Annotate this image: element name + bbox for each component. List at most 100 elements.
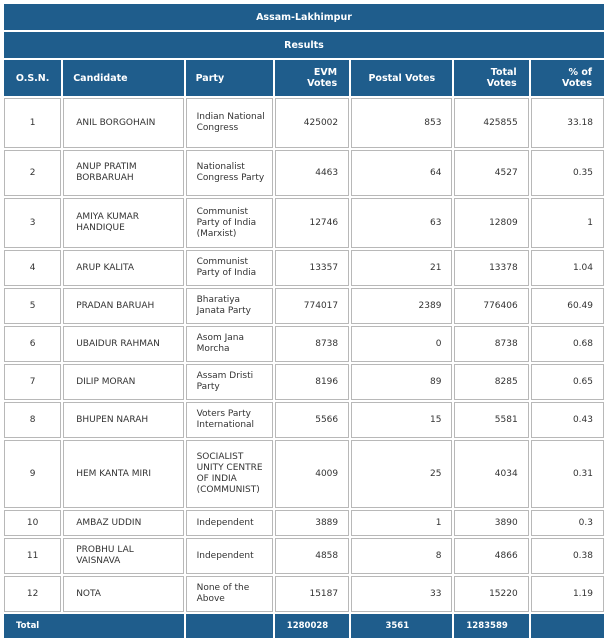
totals-total: 1283589 — [454, 614, 529, 638]
totals-postal: 3561 — [351, 614, 453, 638]
postal-votes-cell: 25 — [351, 440, 453, 508]
table-row: 11 PROBHU LAL VAISNAVA Independent 4858 8 486… — [4, 538, 604, 574]
total-votes-cell: 3890 — [454, 510, 529, 536]
party-cell: Communist Party of India (Marxist) — [185, 198, 273, 248]
osn-cell: 10 — [4, 510, 62, 536]
pct-votes-cell: 0.68 — [530, 326, 604, 362]
candidate-cell: AMBAZ UDDIN — [63, 510, 184, 536]
total-votes-cell: 8738 — [454, 326, 529, 362]
header-party: Party — [185, 60, 273, 96]
party-cell: Assam Dristi Party — [185, 364, 273, 400]
postal-votes-cell: 21 — [351, 250, 453, 286]
osn-cell: 8 — [4, 402, 62, 438]
evm-votes-cell: 4858 — [274, 538, 350, 574]
postal-votes-cell: 853 — [351, 98, 453, 148]
party-cell: Communist Party of India — [185, 250, 273, 286]
party-cell: Independent — [185, 538, 273, 574]
pct-votes-cell: 1.19 — [530, 576, 604, 612]
pct-votes-cell: 0.38 — [530, 538, 604, 574]
total-votes-cell: 13378 — [454, 250, 529, 286]
osn-cell: 6 — [4, 326, 62, 362]
totals-evm: 1280028 — [274, 614, 350, 638]
title-row: Assam-Lakhimpur — [4, 4, 604, 30]
pct-votes-cell: 1.04 — [530, 250, 604, 286]
evm-votes-cell: 774017 — [274, 288, 350, 324]
total-votes-cell: 776406 — [454, 288, 529, 324]
evm-votes-cell: 4463 — [274, 150, 350, 196]
table-row: 4 ARUP KALITA Communist Party of India 1335… — [4, 250, 604, 286]
pct-votes-cell: 0.65 — [530, 364, 604, 400]
postal-votes-cell: 64 — [351, 150, 453, 196]
table-row: 6 UBAIDUR RAHMAN Asom Jana Morcha 8738 0 8738… — [4, 326, 604, 362]
pct-votes-cell: 0.31 — [530, 440, 604, 508]
table-title: Assam-Lakhimpur — [4, 4, 604, 30]
table-row: 8 BHUPEN NARAH Voters Party International 5… — [4, 402, 604, 438]
pct-votes-cell: 0.35 — [530, 150, 604, 196]
table-row: 3 AMIYA KUMAR HANDIQUE Communist Party of … — [4, 198, 604, 248]
evm-votes-cell: 5566 — [274, 402, 350, 438]
total-votes-cell: 5581 — [454, 402, 529, 438]
evm-votes-cell: 12746 — [274, 198, 350, 248]
osn-cell: 2 — [4, 150, 62, 196]
postal-votes-cell: 1 — [351, 510, 453, 536]
total-votes-cell: 4527 — [454, 150, 529, 196]
header-evm-votes: EVM Votes — [274, 60, 350, 96]
table-row: 1 ANIL BORGOHAIN Indian National Congress 4… — [4, 98, 604, 148]
osn-cell: 9 — [4, 440, 62, 508]
evm-votes-cell: 8738 — [274, 326, 350, 362]
table-row: 12 NOTA None of the Above 15187 33 15220 1.19 — [4, 576, 604, 612]
party-cell: Bharatiya Janata Party — [185, 288, 273, 324]
candidate-cell: PROBHU LAL VAISNAVA — [63, 538, 184, 574]
candidate-cell: UBAIDUR RAHMAN — [63, 326, 184, 362]
postal-votes-cell: 2389 — [351, 288, 453, 324]
osn-cell: 12 — [4, 576, 62, 612]
table-body: 1 ANIL BORGOHAIN Indian National Congress 4… — [4, 98, 604, 612]
party-cell: Nationalist Congress Party — [185, 150, 273, 196]
pct-votes-cell: 0.43 — [530, 402, 604, 438]
totals-label: Total — [4, 614, 184, 638]
candidate-cell: PRADAN BARUAH — [63, 288, 184, 324]
postal-votes-cell: 89 — [351, 364, 453, 400]
pct-votes-cell: 0.3 — [530, 510, 604, 536]
evm-votes-cell: 13357 — [274, 250, 350, 286]
totals-row: Total 1280028 3561 1283589 — [4, 614, 604, 638]
evm-votes-cell: 15187 — [274, 576, 350, 612]
candidate-cell: NOTA — [63, 576, 184, 612]
evm-votes-cell: 4009 — [274, 440, 350, 508]
postal-votes-cell: 63 — [351, 198, 453, 248]
pct-votes-cell: 1 — [530, 198, 604, 248]
header-osn: O.S.N. — [4, 60, 62, 96]
total-votes-cell: 12809 — [454, 198, 529, 248]
pct-votes-cell: 33.18 — [530, 98, 604, 148]
evm-votes-cell: 425002 — [274, 98, 350, 148]
candidate-cell: DILIP MORAN — [63, 364, 184, 400]
totals-party-cell — [185, 614, 273, 638]
party-cell: Voters Party International — [185, 402, 273, 438]
table-row: 9 HEM KANTA MIRI SOCIALIST UNITY CENTRE OF… — [4, 440, 604, 508]
osn-cell: 4 — [4, 250, 62, 286]
evm-votes-cell: 8196 — [274, 364, 350, 400]
postal-votes-cell: 33 — [351, 576, 453, 612]
subtitle-row: Results — [4, 32, 604, 58]
osn-cell: 7 — [4, 364, 62, 400]
table-row: 10 AMBAZ UDDIN Independent 3889 1 3890 0.3 — [4, 510, 604, 536]
totals-pct — [530, 614, 604, 638]
header-pct-votes: % of Votes — [530, 60, 604, 96]
candidate-cell: HEM KANTA MIRI — [63, 440, 184, 508]
total-votes-cell: 15220 — [454, 576, 529, 612]
candidate-cell: AMIYA KUMAR HANDIQUE — [63, 198, 184, 248]
header-candidate: Candidate — [63, 60, 184, 96]
postal-votes-cell: 8 — [351, 538, 453, 574]
party-cell: Independent — [185, 510, 273, 536]
osn-cell: 5 — [4, 288, 62, 324]
osn-cell: 1 — [4, 98, 62, 148]
total-votes-cell: 425855 — [454, 98, 529, 148]
osn-cell: 3 — [4, 198, 62, 248]
table-row: 7 DILIP MORAN Assam Dristi Party 8196 89 8285… — [4, 364, 604, 400]
table-subtitle: Results — [4, 32, 604, 58]
evm-votes-cell: 3889 — [274, 510, 350, 536]
candidate-cell: ANIL BORGOHAIN — [63, 98, 184, 148]
table-row: 5 PRADAN BARUAH Bharatiya Janata Party 7740… — [4, 288, 604, 324]
